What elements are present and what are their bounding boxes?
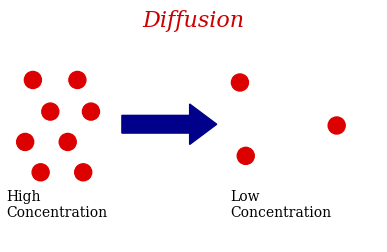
Ellipse shape — [42, 104, 59, 121]
Text: Diffusion: Diffusion — [142, 10, 245, 32]
Ellipse shape — [32, 164, 49, 181]
Ellipse shape — [24, 72, 41, 89]
FancyArrow shape — [122, 105, 217, 145]
Text: Low
Concentration: Low Concentration — [230, 189, 331, 219]
Ellipse shape — [69, 72, 86, 89]
Ellipse shape — [59, 134, 76, 151]
Ellipse shape — [82, 104, 99, 121]
Ellipse shape — [75, 164, 92, 181]
Ellipse shape — [237, 148, 254, 165]
Ellipse shape — [231, 75, 248, 92]
Ellipse shape — [17, 134, 34, 151]
Ellipse shape — [328, 117, 345, 135]
Text: High
Concentration: High Concentration — [6, 189, 107, 219]
